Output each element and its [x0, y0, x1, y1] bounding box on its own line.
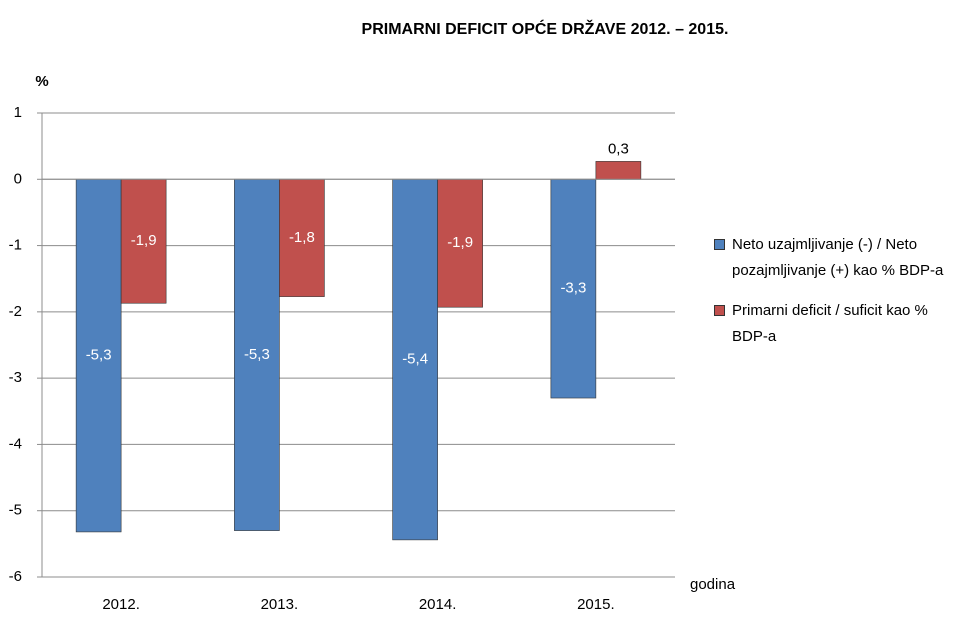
legend-swatch	[714, 239, 725, 250]
y-tick-label: -3	[9, 369, 22, 386]
bar	[392, 178, 438, 541]
y-tick-label: -1	[9, 237, 22, 254]
legend-swatch	[714, 305, 725, 316]
y-tick-label: -4	[9, 435, 22, 452]
bar	[75, 178, 122, 533]
legend-label: Primarni deficit / suficit kao % BDP-a	[732, 302, 928, 345]
y-tick-label: 0	[14, 170, 22, 187]
x-axis-label: godina	[690, 576, 736, 593]
chart-title: PRIMARNI DEFICIT OPĆE DRŽAVE 2012. – 201…	[362, 19, 729, 38]
bar	[120, 178, 167, 304]
bar	[234, 178, 280, 531]
bar	[279, 178, 325, 297]
x-tick-label: 2015.	[577, 596, 615, 613]
data-label: -5,4	[402, 351, 428, 368]
x-tick-label: 2014.	[419, 596, 457, 613]
bar	[437, 178, 483, 308]
x-tick-label: 2013.	[261, 596, 299, 613]
legend-item: Primarni deficit / suficit kao % BDP-a	[712, 298, 952, 350]
y-tick-label: 1	[14, 104, 22, 121]
legend-label: Neto uzajmljivanje (-) / Neto pozajmljiv…	[732, 236, 944, 279]
y-tick-label: -6	[9, 568, 22, 585]
y-axis-label: %	[35, 73, 48, 90]
data-label: -3,3	[560, 280, 586, 297]
data-label: -1,8	[289, 229, 315, 246]
data-label: -1,9	[131, 232, 157, 249]
legend: Neto uzajmljivanje (-) / Neto pozajmljiv…	[712, 232, 952, 364]
data-label: -1,9	[447, 234, 473, 251]
x-tick-label: 2012.	[102, 596, 140, 613]
legend-item: Neto uzajmljivanje (-) / Neto pozajmljiv…	[712, 232, 952, 284]
y-tick-label: -5	[9, 502, 22, 519]
data-label: -5,3	[86, 347, 112, 364]
y-tick-label: -2	[9, 303, 22, 320]
bar	[550, 178, 597, 399]
data-label: 0,3	[608, 140, 629, 157]
data-label: -5,3	[244, 346, 270, 363]
bar	[595, 161, 642, 180]
